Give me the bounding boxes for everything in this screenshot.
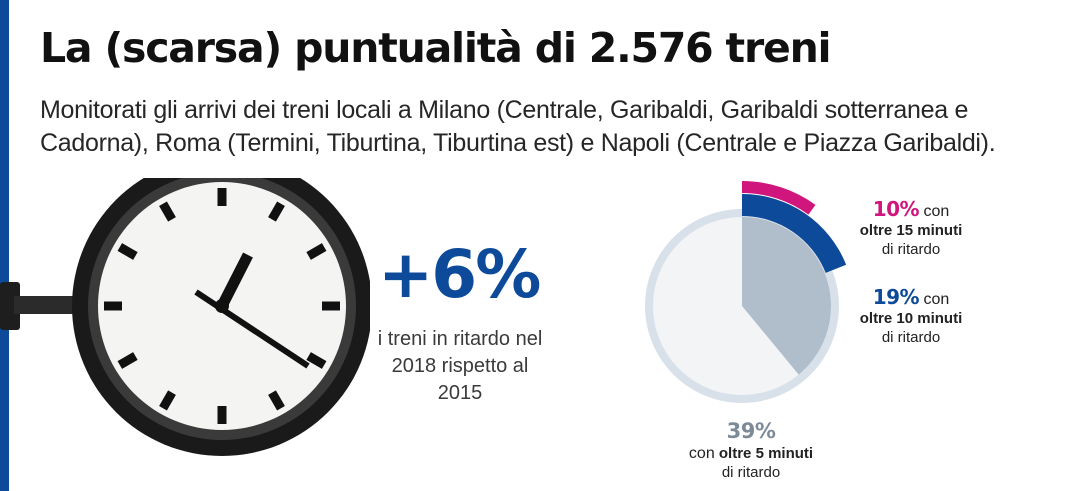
hour-mark: [159, 390, 176, 411]
label-over-5-minutes: 39% con oltre 5 minuti di ritardo: [676, 418, 826, 482]
clock-mount-arm: [14, 296, 84, 314]
delay-share-chart: [645, 181, 847, 403]
hour-mark: [306, 243, 327, 260]
label-5-with: con: [688, 445, 715, 462]
label-10-threshold: oltre 10 minuti: [859, 310, 963, 327]
clock-mount-plate: [0, 282, 20, 330]
slice-over-5-minutes: [742, 217, 831, 375]
hour-mark: [306, 352, 327, 369]
label-15-with: con: [923, 203, 950, 220]
label-10-with: con: [923, 291, 950, 308]
slice-over-15-minutes: [742, 181, 816, 215]
hour-mark: [268, 201, 285, 222]
delay-increase-description: i treni in ritardo nel 2018 rispetto al …: [377, 328, 543, 404]
left-accent-bar: [0, 0, 9, 491]
delay-increase-value: +6%: [378, 236, 541, 313]
station-clock-icon: [0, 178, 370, 456]
hour-mark: [117, 352, 138, 369]
page-subtitle: Monitorati gli arrivi dei treni locali a…: [40, 96, 996, 157]
label-15-delay: di ritardo: [881, 241, 941, 258]
label-5-threshold: oltre 5 minuti: [718, 445, 814, 462]
label-15-percent: 10%: [872, 197, 920, 221]
clock-minute-hand: [194, 289, 310, 369]
clock-hour-hand: [217, 252, 253, 309]
hour-mark: [159, 201, 176, 222]
label-10-delay: di ritardo: [881, 329, 941, 346]
hour-mark: [268, 390, 285, 411]
slice-over-10-minutes: [742, 194, 847, 273]
label-over-15-minutes: 10% con oltre 15 minuti di ritardo: [852, 197, 970, 259]
label-15-threshold: oltre 15 minuti: [859, 222, 963, 239]
clock-hour-marks: [104, 188, 340, 424]
label-5-delay: di ritardo: [721, 464, 781, 481]
label-over-10-minutes: 19% con oltre 10 minuti di ritardo: [852, 285, 970, 347]
label-5-percent: 39%: [726, 419, 776, 443]
page-title: La (scarsa) puntualità di 2.576 treni: [40, 24, 832, 72]
hour-mark: [117, 243, 138, 260]
label-10-percent: 19%: [872, 285, 920, 309]
clock-center-pin: [215, 299, 229, 313]
